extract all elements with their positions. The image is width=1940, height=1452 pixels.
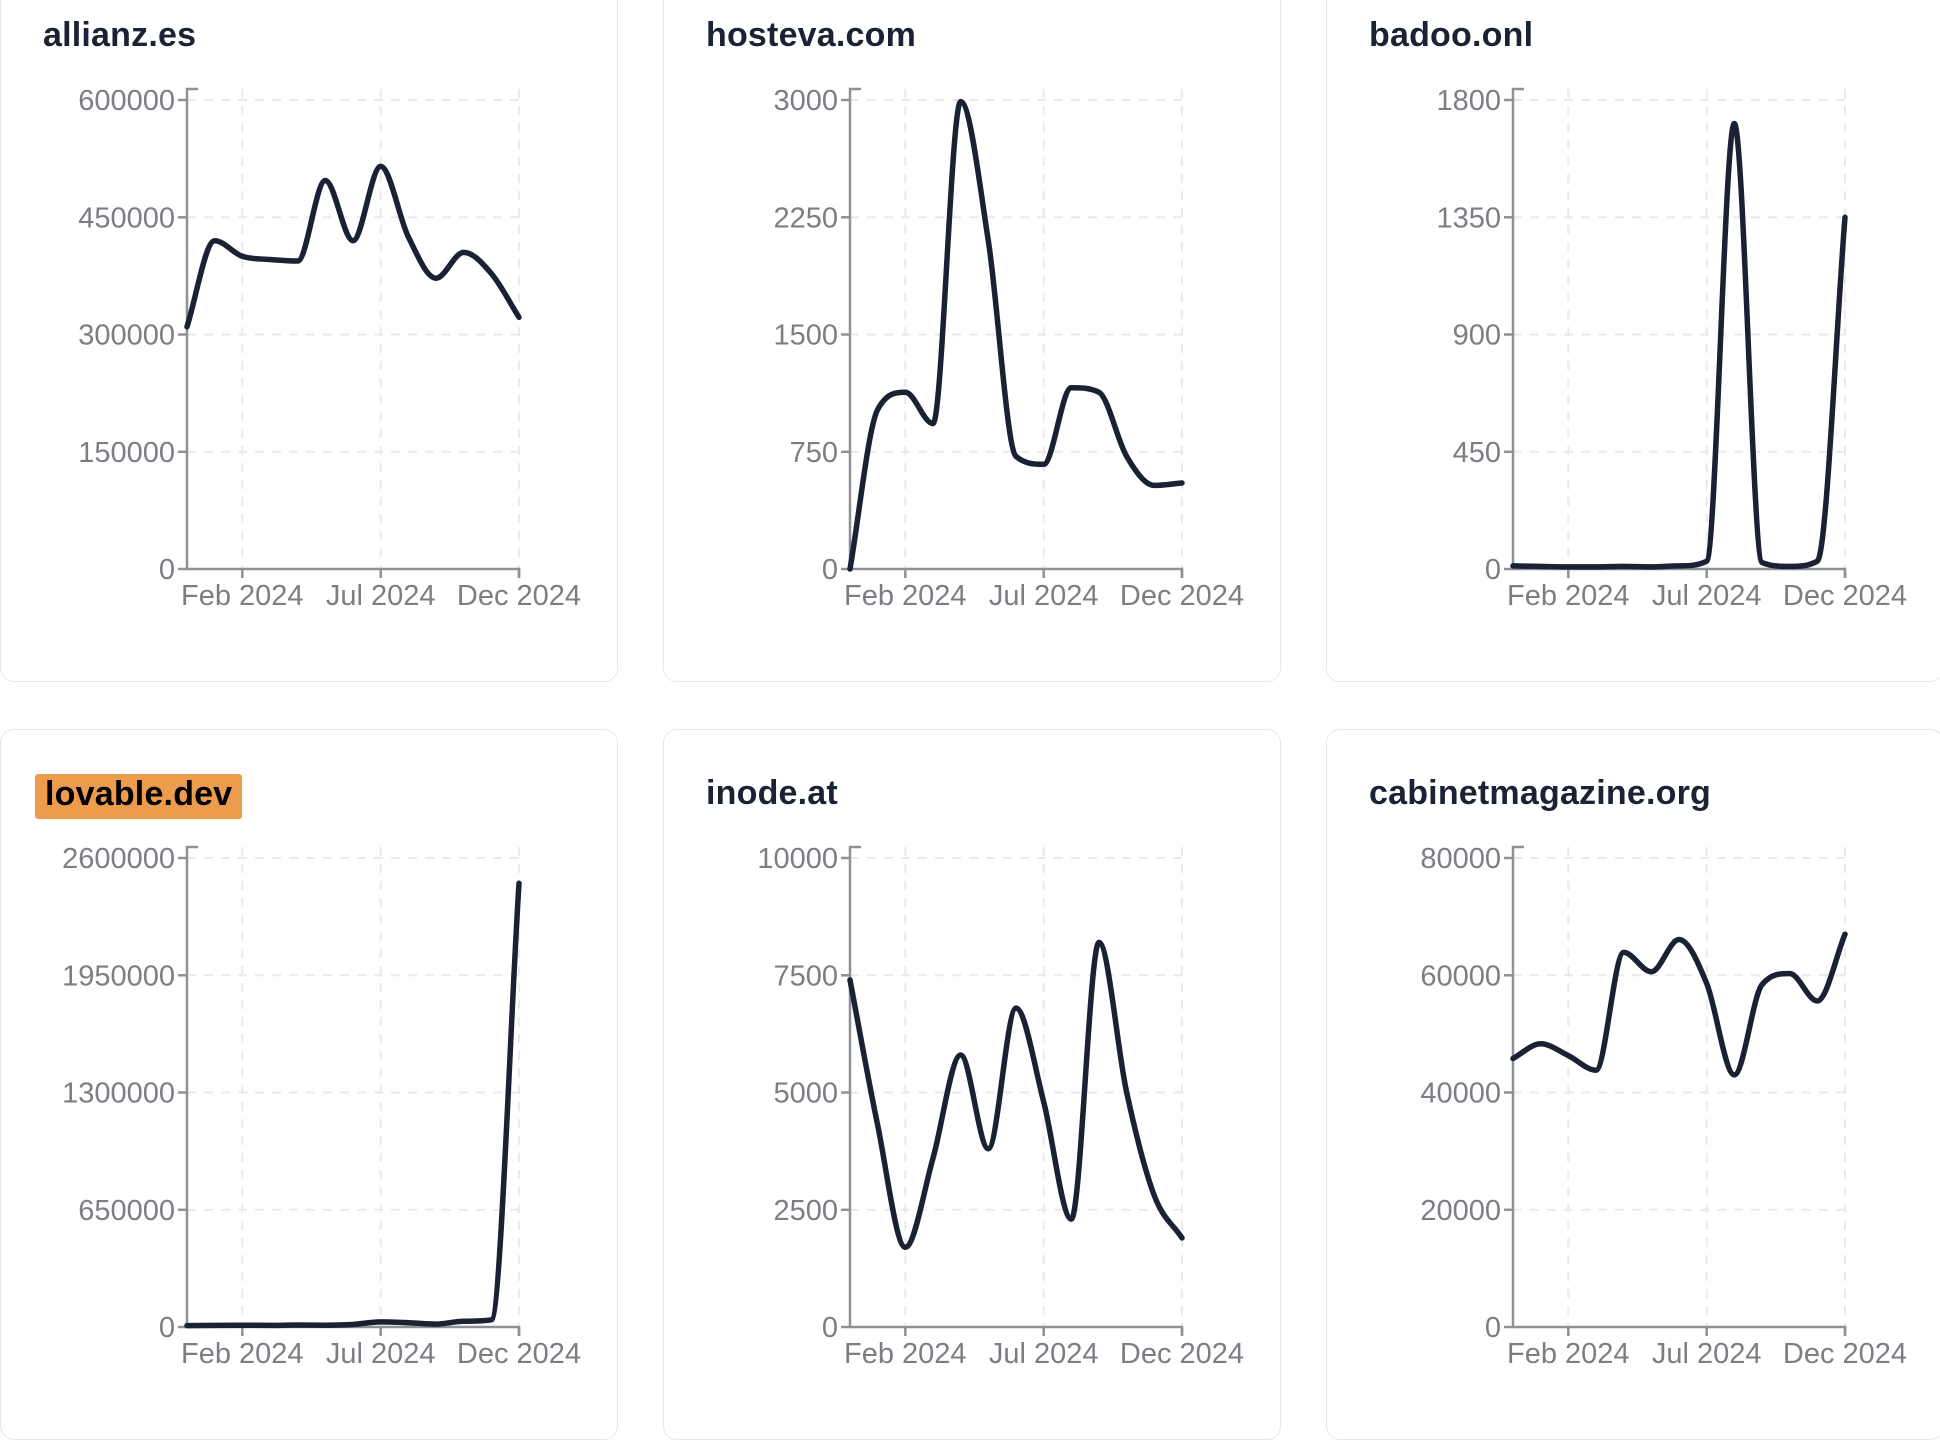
y-axis-label: 1350 <box>1436 202 1501 234</box>
x-axis-label: Jul 2024 <box>989 1338 1099 1370</box>
y-axis-label: 40000 <box>1420 1078 1501 1110</box>
x-axis-label: Dec 2024 <box>457 580 581 612</box>
data-line <box>184 163 522 330</box>
y-axis-label: 2600000 <box>62 843 175 875</box>
chart-card[interactable]: inode.at 0 2500 5000 7500 10000 Feb 2024 Jul 2… <box>663 729 1281 1440</box>
x-axis-label: Dec 2024 <box>1120 580 1244 612</box>
x-axis-label: Dec 2024 <box>1783 1338 1907 1370</box>
x-axis-label: Jul 2024 <box>326 1338 436 1370</box>
y-axis-label: 650000 <box>78 1195 175 1227</box>
y-axis-label: 20000 <box>1420 1195 1501 1227</box>
y-axis-label: 1950000 <box>62 960 175 992</box>
chart-card[interactable]: allianz.es 0 150000 300000 450000 600000 Feb … <box>0 0 618 682</box>
chart-card[interactable]: lovable.dev 0 650000 1300000 1950000 2600000… <box>0 729 618 1440</box>
y-axis-label: 2250 <box>773 202 838 234</box>
axis-domain <box>848 87 1184 578</box>
y-axis-label: 1500 <box>773 320 838 352</box>
chart-card[interactable]: badoo.onl 0 450 900 1350 1800 Feb 2024 Jul 202… <box>1326 0 1940 682</box>
y-axis-label: 1800 <box>1436 85 1501 117</box>
axis-domain <box>848 845 1184 1336</box>
y-axis-label: 450 <box>1453 437 1501 469</box>
line-chart: 0 2500 5000 7500 10000 Feb 2024 Jul 2024 Dec 20… <box>757 843 1244 1370</box>
y-axis-label: 3000 <box>773 85 838 117</box>
y-axis-label: 1300000 <box>62 1078 175 1110</box>
chart-title[interactable]: lovable.dev <box>35 774 243 819</box>
y-axis-label: 0 <box>159 554 175 586</box>
chart-title[interactable]: hosteva.com <box>706 16 917 54</box>
y-axis-label: 0 <box>159 1312 175 1344</box>
line-chart: 0 20000 40000 60000 80000 Feb 2024 Jul 2024 Dec… <box>1420 843 1907 1370</box>
x-axis-label: Feb 2024 <box>1507 1338 1630 1370</box>
x-axis-label: Jul 2024 <box>326 580 436 612</box>
chart-title[interactable]: cabinetmagazine.org <box>1369 774 1711 812</box>
x-axis-label: Dec 2024 <box>1783 580 1907 612</box>
y-axis-label: 7500 <box>773 960 838 992</box>
y-axis-label: 80000 <box>1420 843 1501 875</box>
y-axis-label: 60000 <box>1420 960 1501 992</box>
line-chart: 0 450 900 1350 1800 Feb 2024 Jul 2024 Dec 2024 <box>1436 85 1907 612</box>
x-axis-label: Feb 2024 <box>181 580 304 612</box>
x-axis-label: Jul 2024 <box>1652 1338 1762 1370</box>
chart-card[interactable]: cabinetmagazine.org 0 20000 40000 60000 8000… <box>1326 729 1940 1440</box>
x-axis-label: Dec 2024 <box>1120 1338 1244 1370</box>
data-line <box>847 939 1185 1251</box>
x-axis-label: Feb 2024 <box>844 1338 967 1370</box>
line-chart: 0 150000 300000 450000 600000 Feb 2024 Jul 202… <box>78 85 581 612</box>
y-axis-label: 10000 <box>757 843 838 875</box>
line-chart: 0 650000 1300000 1950000 2600000 Feb 2024 Jul … <box>62 843 581 1370</box>
x-axis-label: Dec 2024 <box>457 1338 581 1370</box>
x-axis-label: Feb 2024 <box>1507 580 1630 612</box>
y-axis-label: 450000 <box>78 202 175 234</box>
line-chart: 0 750 1500 2250 3000 Feb 2024 Jul 2024 Dec 2024 <box>773 85 1244 612</box>
y-axis-label: 5000 <box>773 1078 838 1110</box>
x-axis-label: Jul 2024 <box>989 580 1099 612</box>
data-line <box>1510 931 1848 1078</box>
y-axis-label: 600000 <box>78 85 175 117</box>
y-axis-label: 2500 <box>773 1195 838 1227</box>
chart-title[interactable]: allianz.es <box>43 16 197 54</box>
y-axis-label: 0 <box>1485 1312 1501 1344</box>
chart-card[interactable]: hosteva.com 0 750 1500 2250 3000 Feb 2024 Jul … <box>663 0 1281 682</box>
axis-domain <box>185 845 521 1336</box>
x-axis-label: Jul 2024 <box>1652 580 1762 612</box>
data-line <box>1510 120 1848 570</box>
y-axis-label: 0 <box>822 1312 838 1344</box>
chart-title[interactable]: badoo.onl <box>1369 16 1534 54</box>
x-axis-label: Feb 2024 <box>181 1338 304 1370</box>
y-axis-label: 150000 <box>78 437 175 469</box>
data-line <box>847 98 1185 572</box>
y-axis-label: 0 <box>822 554 838 586</box>
y-axis-label: 750 <box>790 437 838 469</box>
y-axis-label: 900 <box>1453 320 1501 352</box>
axis-domain <box>185 87 521 578</box>
axis-domain <box>1511 845 1847 1336</box>
x-axis-label: Feb 2024 <box>844 580 967 612</box>
axis-domain <box>1511 87 1847 578</box>
data-line <box>184 880 522 1329</box>
y-axis-label: 0 <box>1485 554 1501 586</box>
chart-title[interactable]: inode.at <box>706 774 838 812</box>
y-axis-label: 300000 <box>78 320 175 352</box>
